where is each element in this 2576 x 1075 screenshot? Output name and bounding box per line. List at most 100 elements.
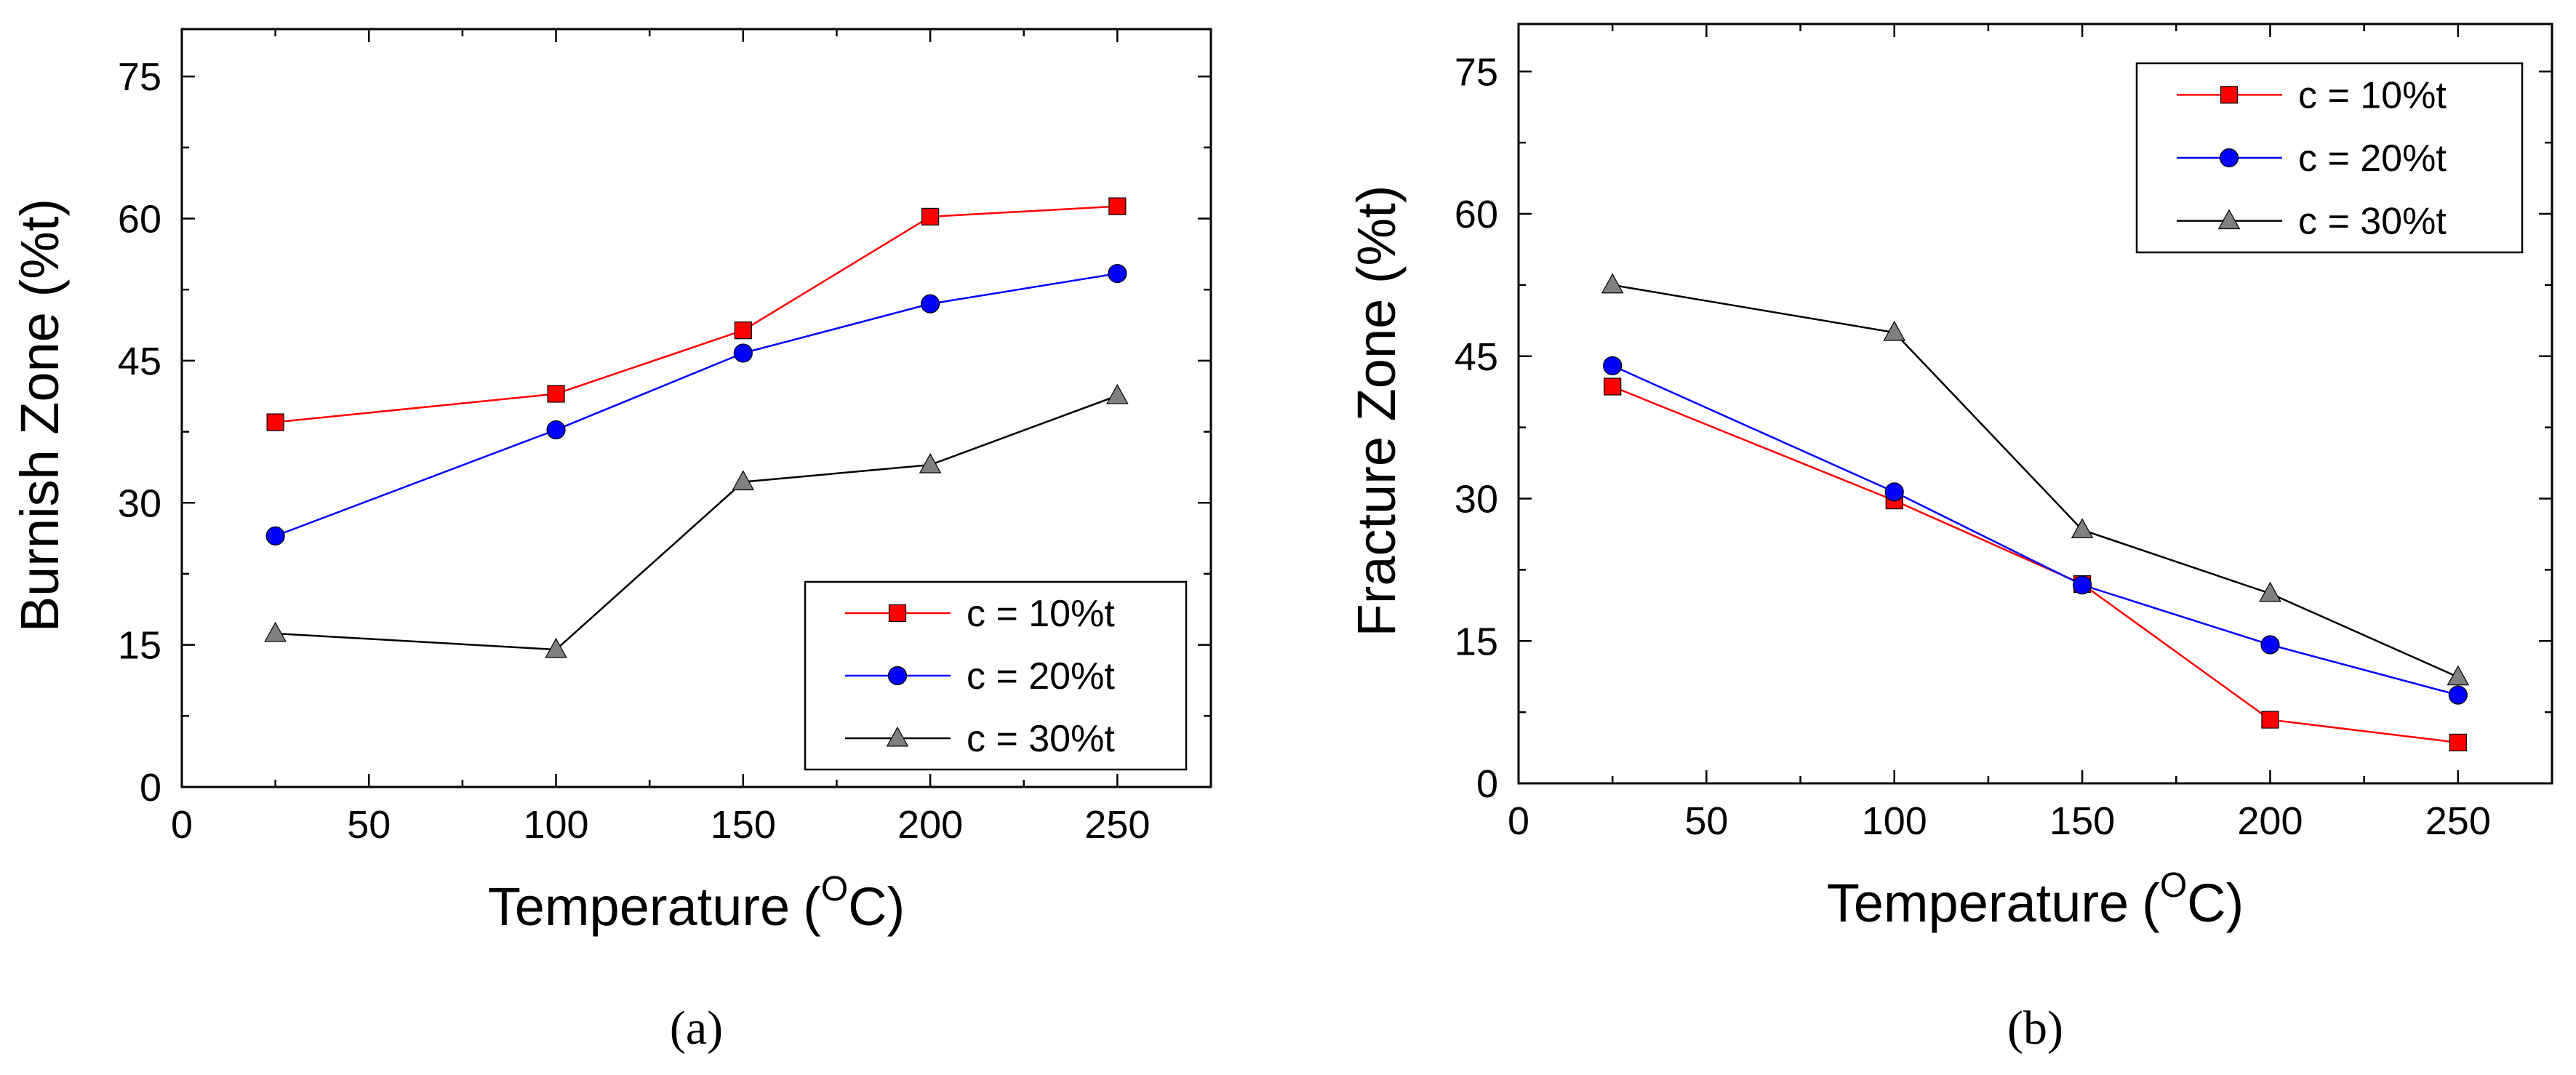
x-tick-label: 250 xyxy=(1084,803,1150,847)
data-point xyxy=(2071,518,2094,539)
series-line xyxy=(1612,385,2458,744)
x-axis-label-unit-open: ( xyxy=(2142,873,2160,933)
y-tick-label: 60 xyxy=(1455,193,1498,236)
data-point xyxy=(547,385,565,403)
data-point xyxy=(1601,273,1624,294)
y-axis-ticks xyxy=(1519,71,2552,785)
x-axis-label-unit-sup: O xyxy=(2160,866,2187,905)
data-point xyxy=(2448,685,2468,705)
y-tick-label: 60 xyxy=(118,198,161,241)
x-tick-label: 100 xyxy=(1862,799,1927,843)
x-axis-ticks xyxy=(1517,24,2553,783)
y-tick-label: 15 xyxy=(1455,620,1498,663)
legend-marker xyxy=(887,666,908,686)
x-tick-label: 0 xyxy=(1508,799,1529,843)
series-line xyxy=(275,205,1118,423)
legend-entry: c = 10%t xyxy=(2177,74,2447,116)
x-tick-label: 200 xyxy=(897,803,963,847)
legend-label: c = 20%t xyxy=(967,655,1115,698)
y-tick-label: 75 xyxy=(118,55,161,99)
data-point xyxy=(1603,356,1623,375)
data-point xyxy=(733,343,753,363)
plot-frame xyxy=(180,28,1212,788)
legend-entry: c = 30%t xyxy=(845,718,1115,760)
x-tick-label: 0 xyxy=(171,803,193,847)
y-tick-label: 75 xyxy=(1455,50,1498,94)
data-point xyxy=(546,420,566,440)
data-point xyxy=(1108,263,1127,284)
y-tick-label: 30 xyxy=(118,481,161,525)
data-point xyxy=(545,637,567,658)
x-axis-label-unit-sup: O xyxy=(821,870,848,908)
chart-panel-b: 0 50 100 150 200 250 0 15 30 45 60 75 Temperature (OC… xyxy=(1288,0,2576,1075)
x-tick-label: 100 xyxy=(523,803,588,847)
series-line xyxy=(1612,284,2459,678)
x-axis-label: Temperature (OC) xyxy=(1827,866,2244,933)
data-point xyxy=(2261,711,2279,729)
data-point xyxy=(2449,733,2467,751)
burnish-zone-chart: 0 50 100 150 200 250 0 15 30 45 60 75 Temperature (OC… xyxy=(9,28,1212,1055)
series-line xyxy=(1612,364,2459,696)
data-point xyxy=(1108,197,1127,215)
legend: c = 10%t c = 20%t c = 30%t xyxy=(2135,62,2524,254)
x-axis-label-unit-open: ( xyxy=(803,876,821,937)
legend-marker xyxy=(886,726,909,747)
data-point xyxy=(265,526,285,546)
legend-marker xyxy=(2217,209,2241,230)
y-tick-label: 0 xyxy=(140,766,161,810)
series-line xyxy=(275,272,1118,538)
data-point xyxy=(2447,665,2470,686)
legend-marker xyxy=(888,604,907,623)
data-point xyxy=(264,621,287,642)
data-point xyxy=(732,470,755,491)
panel-label: (b) xyxy=(2007,1002,2063,1055)
legend-label: c = 10%t xyxy=(967,593,1115,635)
x-tick-label: 150 xyxy=(711,803,776,847)
y-axis-ticks xyxy=(182,75,1211,788)
y-tick-label: 45 xyxy=(1455,335,1498,379)
legend-label: c = 30%t xyxy=(2298,201,2447,243)
legend-entry: c = 30%t xyxy=(2177,201,2447,243)
x-axis-label-text: Temperature xyxy=(1827,873,2129,933)
x-tick-label: 50 xyxy=(347,803,391,847)
data-point xyxy=(2072,575,2092,595)
data-point xyxy=(1883,320,1906,341)
series-3 xyxy=(1601,273,2470,686)
panel-label: (a) xyxy=(670,1002,723,1055)
legend-entry: c = 10%t xyxy=(845,593,1115,635)
x-axis-label-text: Temperature xyxy=(488,876,790,937)
y-axis-label: Fracture Zone (%t) xyxy=(1346,185,1407,637)
legend-label: c = 30%t xyxy=(967,718,1115,760)
chart-panel-a: 0 50 100 150 200 250 0 15 30 45 60 75 Temperature (OC… xyxy=(9,28,1212,1055)
legend-label: c = 10%t xyxy=(2298,74,2447,116)
data-point xyxy=(920,294,940,313)
legend: c = 10%t c = 20%t c = 30%t xyxy=(804,580,1188,771)
data-point xyxy=(919,452,942,473)
fracture-zone-chart: 0 50 100 150 200 250 0 15 30 45 60 75 Temperature (OC… xyxy=(1346,23,2553,1055)
series-2 xyxy=(1603,356,2468,705)
legend-marker xyxy=(2220,86,2239,104)
x-tick-label: 250 xyxy=(2425,799,2491,843)
legend-entry: c = 20%t xyxy=(845,655,1115,698)
series-3 xyxy=(264,383,1129,658)
data-point xyxy=(266,413,284,431)
data-point xyxy=(2260,635,2280,655)
y-tick-label: 30 xyxy=(1455,478,1498,521)
y-tick-label: 0 xyxy=(1476,762,1498,806)
y-tick-label: 45 xyxy=(118,340,161,383)
x-axis-label-unit-close: C) xyxy=(848,876,905,937)
series-1 xyxy=(266,197,1127,431)
x-tick-label: 150 xyxy=(2049,799,2115,843)
data-point xyxy=(1884,482,1904,502)
legend-marker xyxy=(2219,148,2239,168)
x-tick-label: 200 xyxy=(2237,799,2303,843)
legend-entry: c = 20%t xyxy=(2177,137,2447,180)
legend-label: c = 20%t xyxy=(2298,137,2447,180)
y-tick-label: 15 xyxy=(118,624,161,668)
x-axis-label: Temperature (OC) xyxy=(488,870,905,937)
x-axis-label-unit-close: C) xyxy=(2187,873,2244,933)
series-2 xyxy=(265,263,1127,546)
plot-frame xyxy=(1517,23,2553,785)
data-point xyxy=(734,321,752,340)
x-tick-label: 50 xyxy=(1684,799,1728,843)
